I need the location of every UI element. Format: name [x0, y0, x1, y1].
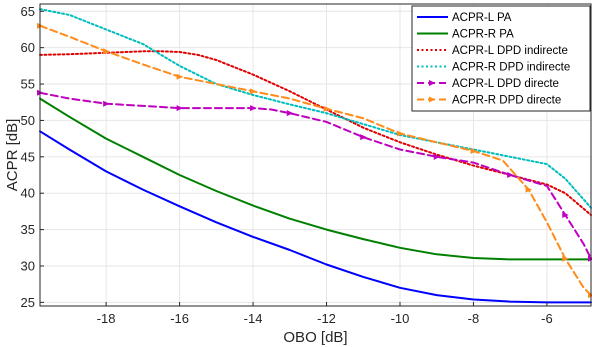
series-marker-5 [286, 110, 294, 117]
tick-labels: -18 -16 -14 -12 -10 -8 -6 25 30 35 40 45 50 55 60 65 [21, 4, 553, 326]
x-tick-label: -14 [244, 311, 263, 326]
y-tick-label: 25 [21, 295, 35, 310]
series-line-5 [39, 91, 592, 260]
series-marker-5 [176, 105, 184, 112]
x-tick-label: -8 [468, 311, 480, 326]
series-marker-6 [562, 255, 569, 262]
series-line-4 [39, 8, 592, 209]
series-marker-6 [525, 186, 533, 193]
legend-entry-label: ACPR-L PA [452, 12, 512, 24]
legend-marker [429, 80, 436, 86]
series-line-6 [39, 24, 592, 297]
legend-entry-label: ACPR-L DPD directe [452, 78, 559, 90]
series-marker-5 [250, 105, 257, 112]
x-tick-label: -10 [391, 311, 410, 326]
x-tick-label: -18 [97, 311, 116, 326]
y-tick-label: 30 [21, 258, 35, 273]
series-group [37, 8, 592, 304]
legend-marker [429, 96, 436, 103]
series-line-2 [39, 97, 592, 261]
y-tick-label: 60 [21, 40, 35, 55]
x-tick-label: -12 [317, 311, 336, 326]
y-tick-label: 65 [21, 4, 35, 19]
legend-box [411, 5, 591, 112]
series-line-1 [39, 130, 592, 304]
y-axis-label: ACPR [dB] [4, 119, 21, 192]
series-marker-5 [507, 172, 514, 179]
y-tick-label: 50 [21, 113, 35, 128]
legend-entry-label: ACPR-R PA [452, 29, 514, 41]
legend-entry-label: ACPR-L DPD indirecte [452, 45, 568, 57]
grid-lines [40, 4, 591, 306]
series-marker-5 [433, 153, 441, 160]
x-tick-label: -16 [170, 311, 189, 326]
series-marker-6 [250, 88, 257, 95]
y-tick-label: 40 [21, 186, 35, 201]
series-marker-6 [470, 147, 477, 154]
series-marker-5 [562, 212, 569, 219]
series-marker-5 [103, 100, 110, 107]
legend-entry-label: ACPR-R DPD indirecte [452, 62, 570, 74]
legend-entry-label: ACPR-R DPD directe [452, 95, 561, 107]
y-tick-label: 55 [21, 77, 35, 92]
series-line-3 [39, 50, 592, 216]
y-tick-label: 35 [21, 222, 35, 237]
series-marker-6 [176, 73, 184, 80]
x-axis-label: OBO [dB] [283, 329, 347, 346]
series-marker-6 [103, 48, 110, 55]
x-tick-label: -6 [541, 311, 553, 326]
legend: ACPR-L PA ACPR-R PA ACPR-L DPD indirecte AC… [411, 5, 591, 112]
y-tick-label: 45 [21, 149, 35, 164]
series-marker-6 [323, 105, 331, 112]
series-marker-5 [360, 134, 367, 141]
series-marker-6 [396, 130, 404, 137]
axes-frame [39, 3, 592, 307]
